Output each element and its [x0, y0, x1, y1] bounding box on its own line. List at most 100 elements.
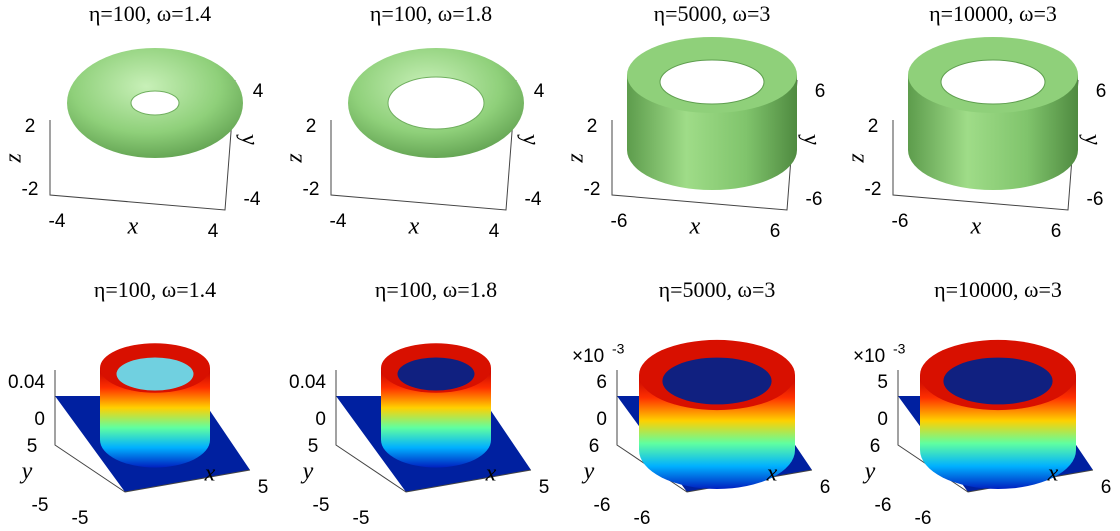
y-tick-label: 6: [1096, 81, 1107, 102]
axis-box: [330, 79, 517, 211]
x-tick-label: -4: [49, 211, 66, 232]
bottom-panel: η=10000, ω=3 ×10 -3 5 0 6 -6 y -6 6 x: [853, 277, 1111, 529]
z-tick-label: 2: [306, 116, 317, 137]
top-panel: η=100, ω=1.8 2 -2 z -4 4 x 4 -4 y: [282, 1, 545, 242]
x-axis-label: x: [689, 214, 701, 240]
z-tick-label: 0: [315, 409, 326, 430]
x-tick-label: -5: [72, 508, 89, 529]
z-tick-label: 5: [877, 372, 888, 393]
x-axis-label: x: [408, 214, 420, 240]
x-axis-label: x: [1047, 461, 1059, 487]
panel-title: η=100, ω=1.4: [89, 1, 211, 26]
ring-hole: [397, 357, 475, 391]
y-tick-label: -6: [875, 495, 892, 516]
x-tick-label: 4: [489, 221, 500, 242]
top-panel: η=10000, ω=3 2 -2 z -6 6 x 6 -6 y: [844, 1, 1107, 242]
x-axis-label: x: [127, 214, 139, 240]
z-tick-label: -2: [584, 179, 601, 200]
axis-multiplier: ×10: [853, 346, 885, 367]
x-tick-label: -4: [330, 211, 347, 232]
y-tick-label: 5: [27, 436, 38, 457]
y-tick-label: -6: [594, 495, 611, 516]
axis-edge: [54, 396, 251, 493]
y-tick-label: -5: [32, 495, 49, 516]
axis-exponent: -3: [612, 341, 625, 357]
z-tick-label: 2: [587, 116, 598, 137]
ring-surface: [100, 368, 210, 468]
y-axis-label: y: [20, 459, 33, 485]
x-tick-label: 6: [1051, 221, 1062, 242]
x-axis-label: x: [766, 461, 778, 487]
bottom-panel: η=5000, ω=3 ×10 -3 6 0 6 -6 y -6 6 x: [572, 277, 830, 529]
z-tick-label: 0: [877, 409, 888, 430]
ring-hole: [659, 59, 765, 105]
z-tick-label: -2: [303, 179, 320, 200]
y-tick-label: -5: [313, 495, 330, 516]
y-axis-label: y: [863, 459, 876, 485]
x-tick-label: 6: [820, 477, 831, 498]
y-axis-label: y: [582, 459, 595, 485]
z-tick-label: 2: [25, 116, 36, 137]
z-tick-label: 6: [596, 372, 607, 393]
x-tick-label: 5: [539, 477, 550, 498]
ring-surface: [381, 368, 491, 468]
x-tick-label: -6: [611, 211, 628, 232]
bottom-panel: η=100, ω=1.8 0.04 0 5 -5 y -5 5 x: [289, 277, 549, 529]
x-tick-label: -6: [634, 508, 651, 529]
y-axis-label: y: [235, 130, 263, 147]
y-axis-label: y: [516, 130, 544, 147]
y-tick-label: 4: [534, 81, 545, 102]
z-tick-label: 0.04: [289, 372, 326, 393]
y-tick-label: -6: [806, 189, 823, 210]
x-tick-label: -6: [892, 211, 909, 232]
torus-hole: [387, 76, 485, 130]
panel-title: η=5000, ω=3: [654, 1, 771, 26]
axis-exponent: -3: [893, 341, 906, 357]
z-tick-label: -2: [865, 179, 882, 200]
z-axis-label: z: [563, 153, 589, 164]
ring-hole: [943, 357, 1053, 405]
y-axis-label: y: [301, 459, 314, 485]
z-tick-label: -2: [22, 179, 39, 200]
top-panel: η=100, ω=1.4 2 -2 z -4 4 x 4 -4 y: [1, 1, 264, 242]
z-tick-label: 2: [868, 116, 879, 137]
ring-hole: [662, 357, 772, 405]
z-axis-label: z: [844, 153, 870, 164]
axis-box: [49, 79, 236, 211]
x-axis-label: x: [970, 214, 982, 240]
y-tick-label: 6: [870, 436, 881, 457]
z-tick-label: 0: [596, 409, 607, 430]
bottom-panel: η=100, ω=1.4 0.04 0 5 -5 y -5 5 x: [8, 277, 268, 529]
x-tick-label: -5: [353, 508, 370, 529]
panel-title: η=100, ω=1.8: [370, 1, 492, 26]
panel-title: η=100, ω=1.4: [94, 277, 216, 302]
y-axis-label: y: [1078, 130, 1106, 147]
axis-edge: [335, 396, 532, 493]
y-tick-label: 6: [589, 436, 600, 457]
y-tick-label: -4: [244, 189, 261, 210]
x-axis-label: x: [485, 461, 497, 487]
z-tick-label: 0.04: [8, 372, 45, 393]
top-panel: η=5000, ω=3 2 -2 z -6 6 x 6 -6 y: [563, 1, 826, 242]
y-axis-label: y: [797, 130, 825, 147]
x-tick-label: 5: [258, 477, 269, 498]
x-tick-label: 4: [208, 221, 219, 242]
x-tick-label: -6: [915, 508, 932, 529]
y-tick-label: 6: [815, 81, 826, 102]
z-tick-label: 0: [34, 409, 45, 430]
panel-title: η=100, ω=1.8: [375, 277, 497, 302]
z-axis-label: z: [282, 153, 308, 164]
y-tick-label: -6: [1087, 189, 1104, 210]
panel-title: η=10000, ω=3: [934, 277, 1062, 302]
axis-multiplier: ×10: [572, 346, 604, 367]
y-tick-label: 5: [308, 436, 319, 457]
ring-hole: [940, 59, 1046, 105]
ring-hole: [116, 357, 194, 391]
panel-title: η=10000, ω=3: [929, 1, 1057, 26]
x-tick-label: 6: [770, 221, 781, 242]
y-tick-label: 4: [253, 81, 264, 102]
x-axis-label: x: [204, 461, 216, 487]
torus-hole: [130, 90, 180, 116]
panel-title: η=5000, ω=3: [659, 277, 776, 302]
